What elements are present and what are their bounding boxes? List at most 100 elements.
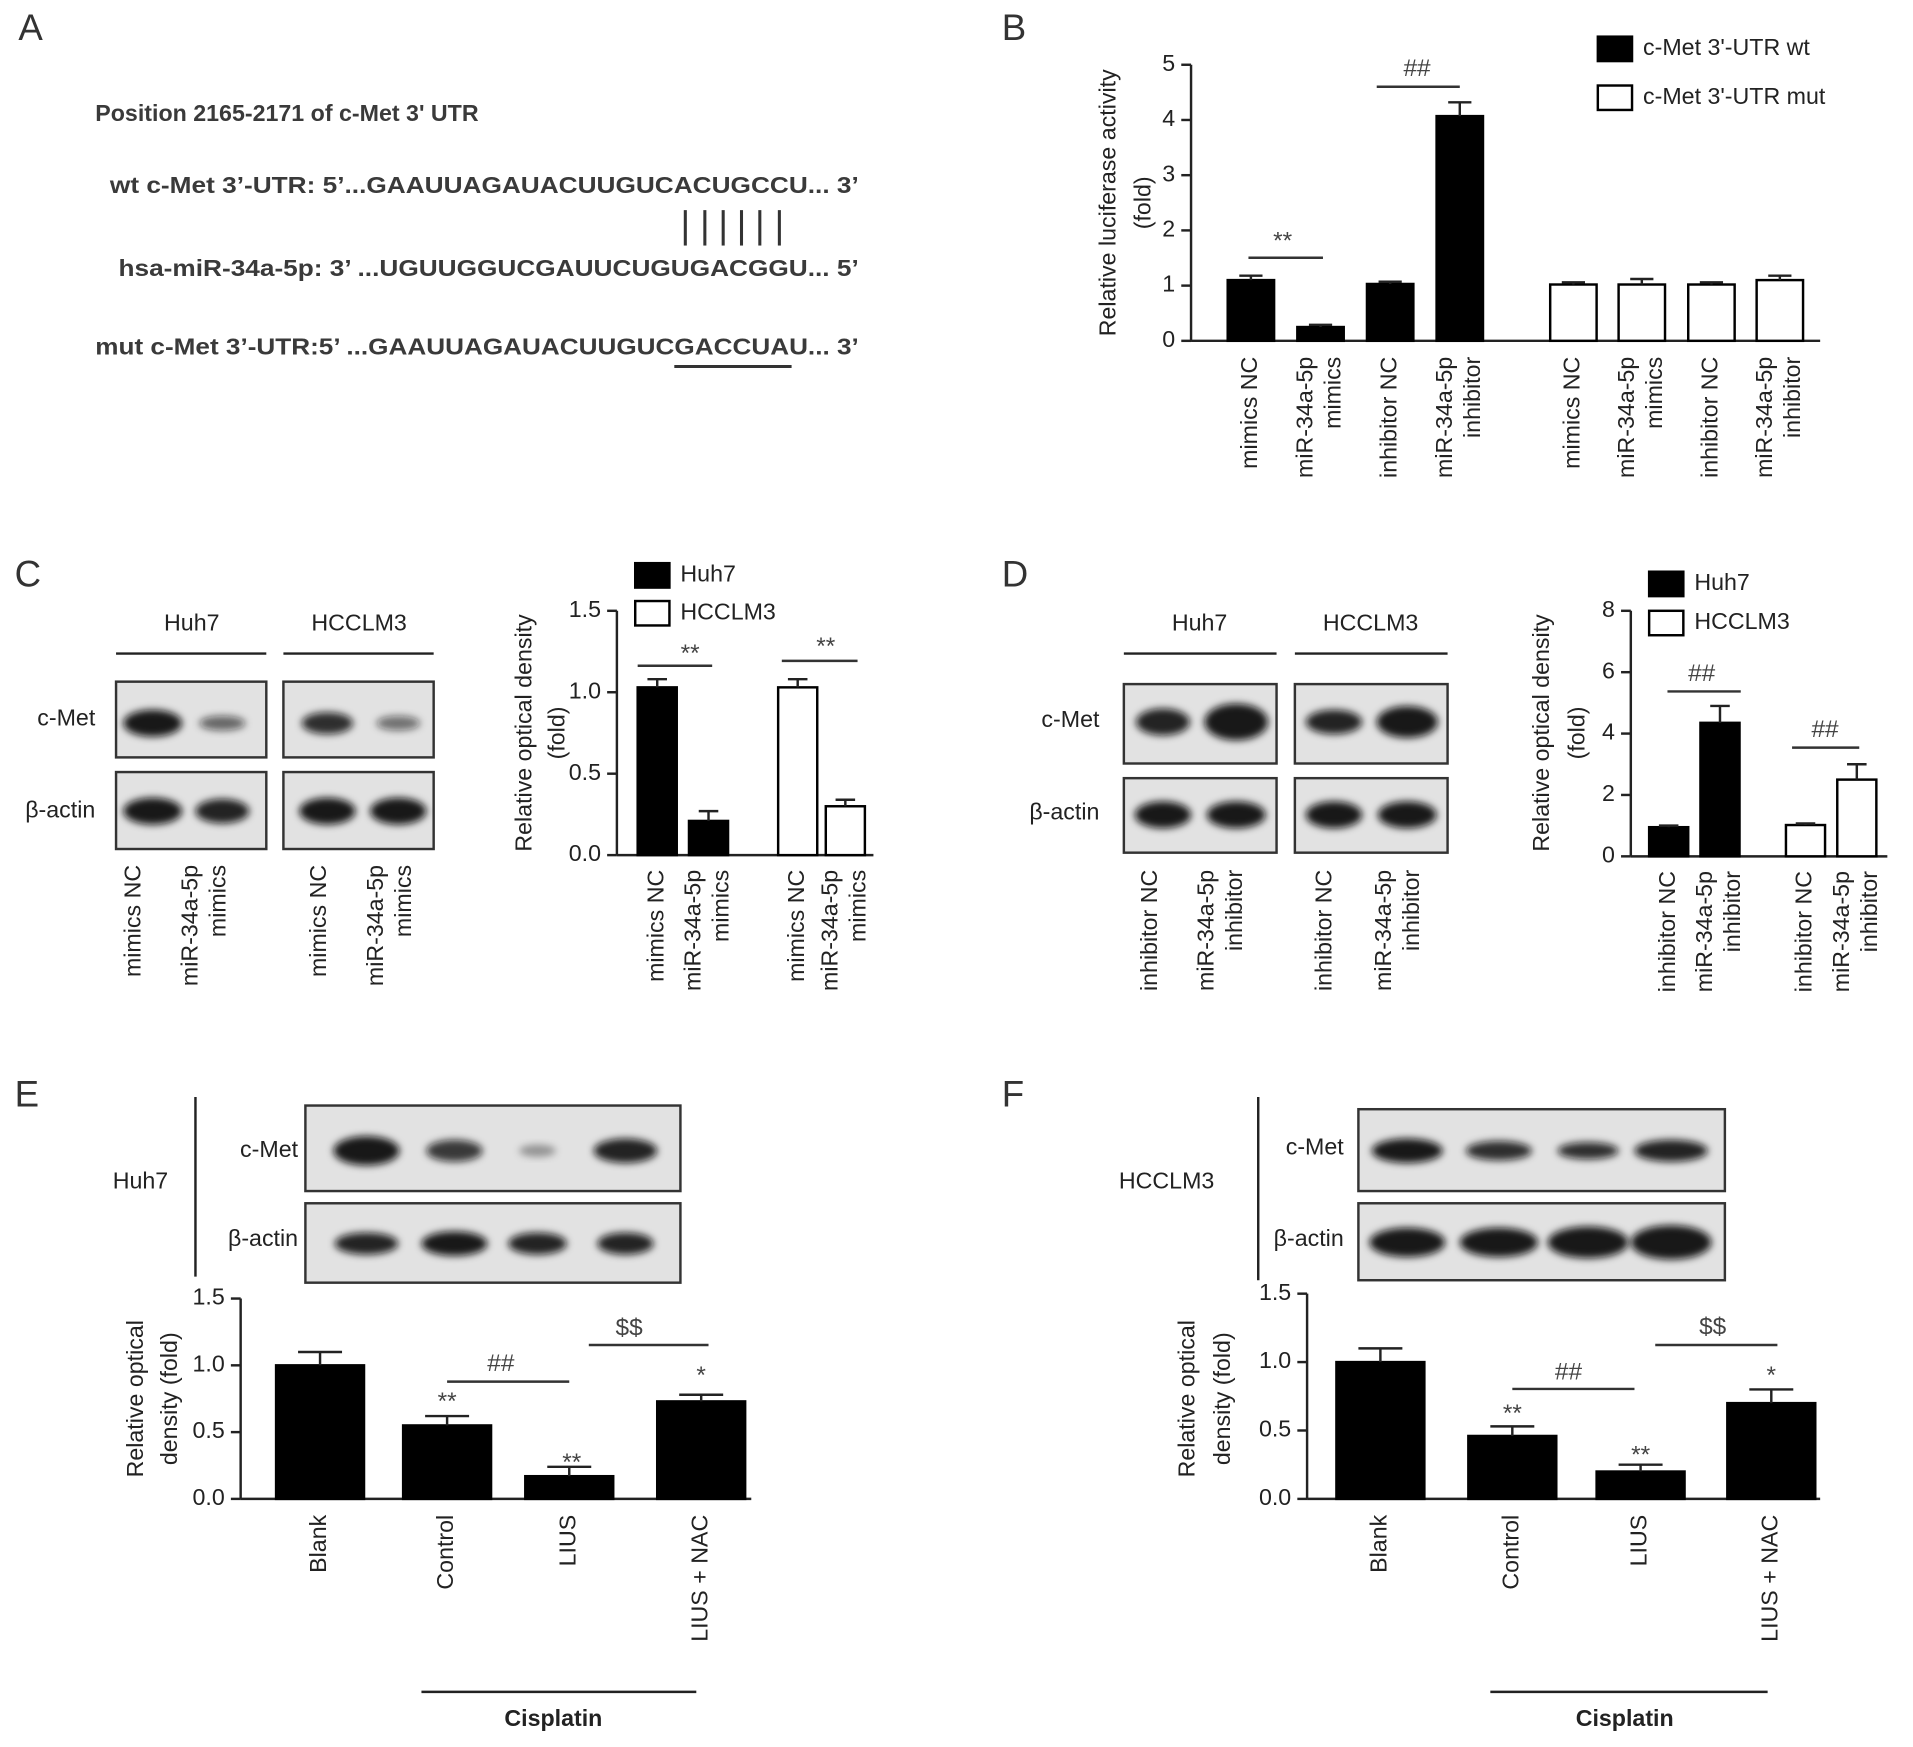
row-label: β-actin (1029, 799, 1099, 825)
bar (1296, 325, 1345, 343)
y-tick-label: 0.0 (1259, 1484, 1291, 1510)
y-tick-label: 1.5 (193, 1284, 225, 1310)
band (1305, 709, 1363, 735)
band (1136, 708, 1190, 736)
bar (1755, 278, 1805, 343)
lane-label: inhibitor NC (1311, 870, 1337, 991)
y-tick-label: 0 (1162, 326, 1175, 352)
x-tick-label: inhibitor NC (1697, 357, 1723, 478)
bar (274, 1364, 366, 1501)
bar (1687, 283, 1736, 343)
band (597, 1232, 654, 1255)
bar (524, 1474, 615, 1501)
y-tick-label: 3 (1162, 160, 1175, 186)
lane-label: mimics NC (305, 865, 331, 977)
panel-label: E (15, 1074, 39, 1115)
band (333, 1136, 400, 1166)
y-tick-label: 2 (1602, 780, 1615, 806)
band (299, 797, 356, 825)
band (1465, 1140, 1532, 1161)
x-tick-label: Control (1497, 1515, 1523, 1590)
bar (1836, 778, 1878, 858)
band (1369, 1227, 1446, 1258)
band (426, 1139, 483, 1162)
x-tick-label: inhibitor (1459, 356, 1485, 438)
lane-label: miR-34a-5p (362, 865, 388, 986)
band (123, 709, 183, 737)
x-tick-label: mimics NC (1559, 357, 1585, 469)
x-tick-label: mimics (708, 870, 734, 942)
y-tick-label: 8 (1602, 596, 1615, 622)
row-label: c-Met (1041, 706, 1100, 732)
group-label: Cisplatin (504, 1705, 602, 1731)
sequence-line: mut c-Met 3’-UTR:5’ ...GAAUUAGAUACUUGUCG… (95, 333, 858, 359)
annotation: $$ (616, 1315, 644, 1342)
x-tick-label: miR-34a-5p (816, 870, 842, 991)
cell-label: HCCLM3 (1323, 609, 1418, 635)
annotation: ** (681, 640, 701, 667)
y-axis-label: Relative optical (122, 1320, 148, 1477)
y-tick-label: 0.5 (569, 759, 601, 785)
x-tick-label: inhibitor (1719, 871, 1745, 953)
x-tick-label: miR-34a-5p (1691, 871, 1717, 992)
legend-swatch (1647, 570, 1685, 598)
y-tick-label: 4 (1602, 719, 1615, 745)
y-tick-label: 1.5 (569, 596, 601, 622)
legend-label: c-Met 3'-UTR mut (1643, 83, 1826, 109)
y-tick-label: 2 (1162, 216, 1175, 242)
pairing-lines (674, 210, 792, 369)
band (593, 1138, 658, 1163)
x-tick-label: mimics NC (1236, 357, 1262, 469)
bar (1226, 278, 1276, 343)
band (1206, 801, 1266, 829)
band (301, 712, 354, 735)
band (1376, 706, 1438, 738)
legend-swatch (1647, 609, 1685, 637)
band (334, 1232, 399, 1255)
panel-label: A (18, 7, 43, 48)
lane-label: miR-34a-5p (1370, 870, 1396, 991)
bar (401, 1424, 493, 1501)
lane-label: inhibitor (1398, 870, 1424, 952)
legend-swatch (634, 599, 671, 627)
legend-label: HCCLM3 (1694, 608, 1789, 634)
band (508, 1232, 567, 1255)
annotation: ## (1555, 1359, 1583, 1386)
y-axis-label: Relative optical density (510, 614, 536, 852)
legend-label: c-Met 3'-UTR wt (1643, 34, 1810, 60)
annotation: ** (1273, 227, 1293, 254)
band (1204, 703, 1269, 741)
legend-swatch (634, 561, 671, 589)
group-label: Cisplatin (1576, 1705, 1674, 1731)
bar (1467, 1434, 1558, 1501)
y-tick-label: 0.5 (1259, 1416, 1291, 1442)
y-tick-label: 4 (1162, 105, 1175, 131)
lane-label: miR-34a-5p (1193, 870, 1219, 991)
band (1634, 1139, 1708, 1162)
bar (655, 1400, 747, 1501)
row-label: β-actin (228, 1225, 298, 1251)
cell-label: HCCLM3 (1119, 1168, 1214, 1194)
bar (1435, 114, 1485, 343)
x-tick-label: inhibitor (1779, 356, 1805, 438)
y-axis-label: density (fold) (156, 1332, 182, 1465)
bar (1726, 1401, 1817, 1501)
panel-label: B (1002, 7, 1026, 48)
y-tick-label: 1.0 (569, 677, 601, 703)
x-tick-label: LIUS (1626, 1515, 1652, 1567)
legend-label: Huh7 (1694, 569, 1749, 595)
sequence-title: Position 2165-2171 of c-Met 3' UTR (95, 100, 479, 126)
annotation: ## (1688, 660, 1716, 687)
y-tick-label: 1.5 (1259, 1279, 1291, 1305)
x-tick-label: Control (432, 1515, 458, 1590)
bar (1647, 825, 1690, 858)
lane-label: inhibitor (1221, 870, 1247, 952)
panel-label: F (1002, 1074, 1024, 1115)
x-tick-label: mimics (1320, 357, 1346, 429)
x-tick-label: LIUS + NAC (1756, 1515, 1782, 1642)
band (1377, 801, 1437, 829)
x-tick-label: mimics (845, 870, 871, 942)
x-tick-label: miR-34a-5p (1828, 871, 1854, 992)
x-tick-label: miR-34a-5p (1292, 357, 1318, 478)
